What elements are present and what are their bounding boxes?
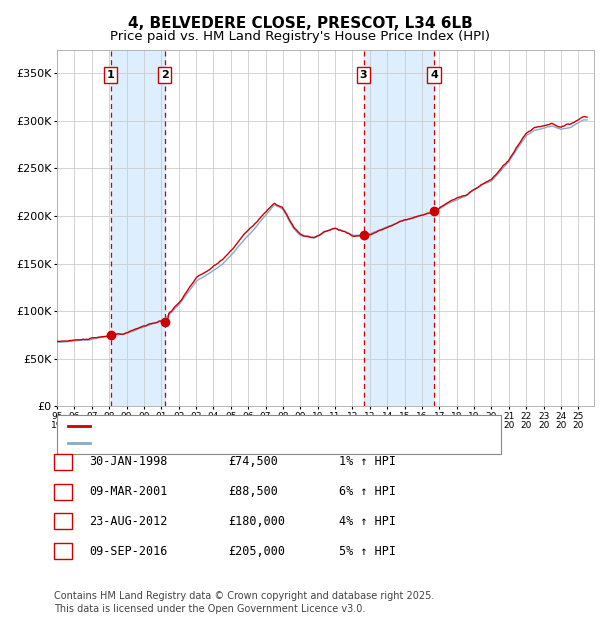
Text: 23-AUG-2012: 23-AUG-2012 — [89, 515, 167, 528]
Text: 4: 4 — [430, 70, 438, 80]
Text: £88,500: £88,500 — [228, 485, 278, 498]
Text: 2: 2 — [161, 70, 169, 80]
Text: 2: 2 — [59, 485, 67, 498]
Text: 1% ↑ HPI: 1% ↑ HPI — [339, 456, 396, 468]
Text: 1: 1 — [59, 456, 67, 468]
Text: 4% ↑ HPI: 4% ↑ HPI — [339, 515, 396, 528]
Text: £180,000: £180,000 — [228, 515, 285, 528]
Text: 1: 1 — [107, 70, 115, 80]
Text: £205,000: £205,000 — [228, 545, 285, 557]
Text: HPI: Average price, detached house, Knowsley: HPI: Average price, detached house, Know… — [95, 438, 349, 448]
Text: 5% ↑ HPI: 5% ↑ HPI — [339, 545, 396, 557]
Text: 3: 3 — [59, 515, 67, 528]
Text: 3: 3 — [360, 70, 367, 80]
Text: 09-MAR-2001: 09-MAR-2001 — [89, 485, 167, 498]
Text: 4, BELVEDERE CLOSE, PRESCOT, L34 6LB: 4, BELVEDERE CLOSE, PRESCOT, L34 6LB — [128, 16, 472, 30]
Text: 30-JAN-1998: 30-JAN-1998 — [89, 456, 167, 468]
Text: 4, BELVEDERE CLOSE, PRESCOT, L34 6LB (detached house): 4, BELVEDERE CLOSE, PRESCOT, L34 6LB (de… — [95, 421, 419, 431]
Text: 6% ↑ HPI: 6% ↑ HPI — [339, 485, 396, 498]
Text: Price paid vs. HM Land Registry's House Price Index (HPI): Price paid vs. HM Land Registry's House … — [110, 30, 490, 43]
Text: 09-SEP-2016: 09-SEP-2016 — [89, 545, 167, 557]
Text: This data is licensed under the Open Government Licence v3.0.: This data is licensed under the Open Gov… — [54, 604, 365, 614]
Bar — [110, 50, 164, 406]
Text: £74,500: £74,500 — [228, 456, 278, 468]
Text: 4: 4 — [59, 545, 67, 557]
Bar — [364, 50, 434, 406]
Text: Contains HM Land Registry data © Crown copyright and database right 2025.: Contains HM Land Registry data © Crown c… — [54, 591, 434, 601]
